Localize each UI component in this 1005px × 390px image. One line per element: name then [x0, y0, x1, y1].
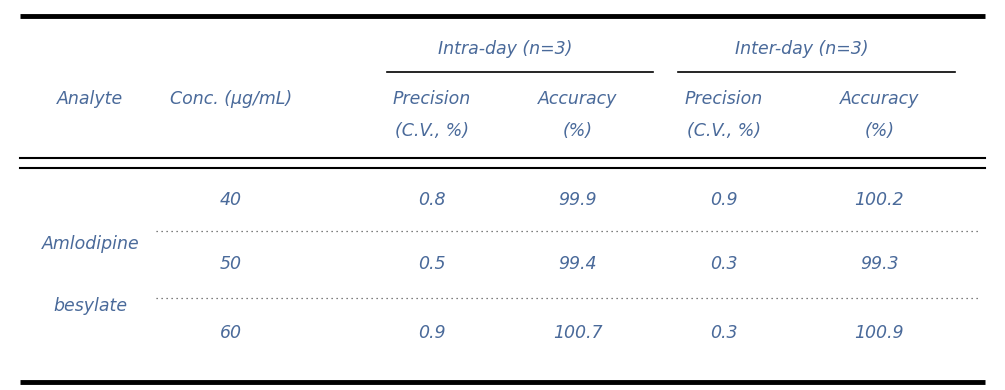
Text: 99.9: 99.9 [559, 191, 597, 209]
Text: Accuracy: Accuracy [539, 90, 617, 108]
Text: Precision: Precision [393, 90, 471, 108]
Text: Amlodipine: Amlodipine [41, 235, 140, 253]
Text: (%): (%) [864, 122, 894, 140]
Text: 100.9: 100.9 [854, 324, 904, 342]
Text: (%): (%) [563, 122, 593, 140]
Text: 99.4: 99.4 [559, 255, 597, 273]
Text: besylate: besylate [53, 297, 128, 315]
Text: 0.9: 0.9 [418, 324, 446, 342]
Text: Precision: Precision [684, 90, 763, 108]
Text: 0.3: 0.3 [710, 255, 738, 273]
Text: Accuracy: Accuracy [840, 90, 919, 108]
Text: Analyte: Analyte [57, 90, 124, 108]
Text: 99.3: 99.3 [860, 255, 898, 273]
Text: 0.3: 0.3 [710, 324, 738, 342]
Text: 60: 60 [220, 324, 242, 342]
Text: 50: 50 [220, 255, 242, 273]
Text: Intra-day (n=3): Intra-day (n=3) [438, 40, 572, 58]
Text: Conc. (μg/mL): Conc. (μg/mL) [170, 90, 292, 108]
Text: Inter-day (n=3): Inter-day (n=3) [735, 40, 868, 58]
Text: (C.V., %): (C.V., %) [395, 122, 469, 140]
Text: 100.2: 100.2 [854, 191, 904, 209]
Text: 100.7: 100.7 [553, 324, 603, 342]
Text: 0.5: 0.5 [418, 255, 446, 273]
Text: 0.9: 0.9 [710, 191, 738, 209]
Text: 40: 40 [220, 191, 242, 209]
Text: 0.8: 0.8 [418, 191, 446, 209]
Text: (C.V., %): (C.V., %) [686, 122, 761, 140]
